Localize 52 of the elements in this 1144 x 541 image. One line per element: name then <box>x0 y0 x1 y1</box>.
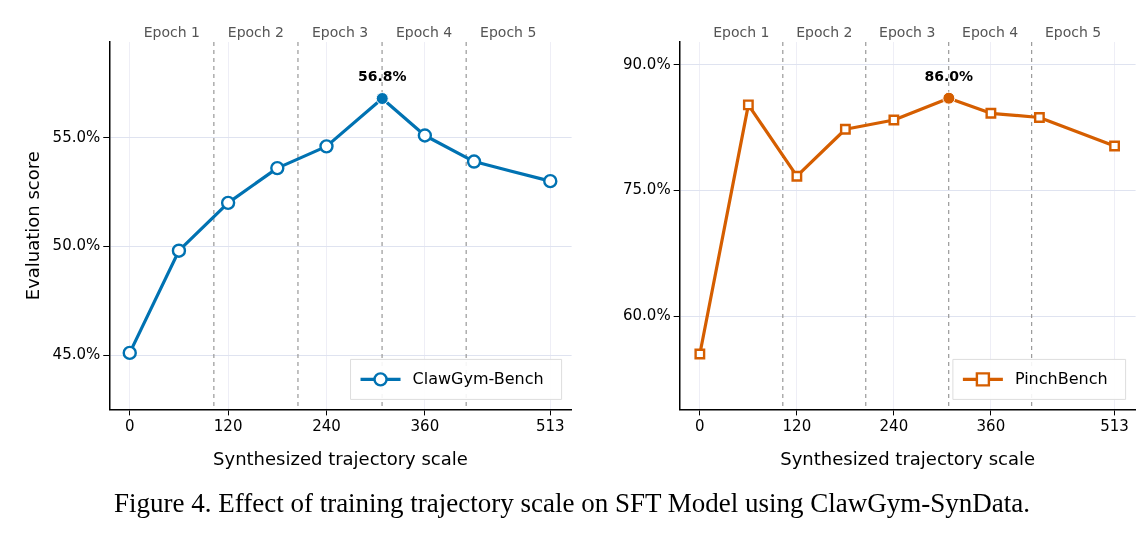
point <box>319 139 334 154</box>
x-tick-label: 0 <box>124 417 135 436</box>
text: Epoch 3 <box>311 23 369 40</box>
y-tick-label: 75.0% <box>623 180 671 199</box>
text: Epoch 5 <box>1044 23 1102 40</box>
point <box>543 173 558 189</box>
point <box>417 128 433 143</box>
x-tick-label: 120 <box>782 417 812 436</box>
y-tick-label: 90.0% <box>623 54 671 73</box>
x-tick-label: 360 <box>976 417 1006 436</box>
caption: Figure 4. Effect of training trajectory scale on SFT Model using ClawGym-SynData. <box>112 488 1032 519</box>
text: Epoch 1 <box>143 23 200 40</box>
text: Epoch 4 <box>962 23 1019 40</box>
x-tick-label: 0 <box>695 417 705 436</box>
point <box>270 160 285 176</box>
x-tick-label: 513 <box>1100 417 1129 436</box>
text: Epoch 3 <box>879 23 936 40</box>
legend-label: PinchBench <box>1014 368 1108 388</box>
text: Epoch 5 <box>480 23 537 40</box>
point <box>122 345 137 361</box>
point <box>220 195 236 211</box>
point <box>1109 140 1121 152</box>
annotation: 86.0% <box>924 67 974 84</box>
y-tick-label: 45.0% <box>52 344 101 363</box>
point <box>694 348 706 360</box>
text: Epoch 1 <box>713 23 770 40</box>
x-axis-title: Synthesized trajectory scale <box>213 447 468 469</box>
point <box>985 107 997 119</box>
point <box>942 91 956 105</box>
x-tick-label: 360 <box>410 417 440 436</box>
x-axis-title: Synthesized trajectory scale <box>780 447 1036 469</box>
x-tick-label: 513 <box>535 417 565 436</box>
y-tick-label: 55.0% <box>52 127 101 146</box>
text: Epoch 4 <box>396 23 453 40</box>
point <box>888 114 900 126</box>
legend-label: ClawGym-Bench <box>412 368 544 388</box>
point <box>1033 112 1045 123</box>
text: Epoch 2 <box>227 23 285 40</box>
point <box>791 170 803 182</box>
text: Epoch 2 <box>796 23 853 40</box>
x-tick-label: 120 <box>213 417 243 436</box>
y-tick-label: 50.0% <box>52 236 101 255</box>
point <box>466 154 482 169</box>
y-tick-label: 60.0% <box>623 306 671 325</box>
point <box>839 123 851 135</box>
point <box>375 92 389 106</box>
x-tick-label: 240 <box>312 417 341 436</box>
annotation: 56.8% <box>357 68 407 85</box>
x-tick-label: 240 <box>879 417 909 436</box>
y-axis-title: Evaluation score <box>22 151 44 301</box>
point <box>171 243 187 258</box>
point <box>742 99 754 111</box>
